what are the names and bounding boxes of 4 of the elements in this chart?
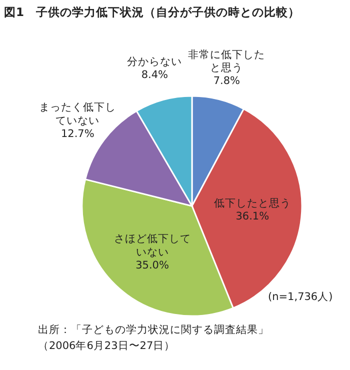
title: 図1 子供の学力低下状況（自分が子供の時との比較） bbox=[4, 5, 300, 19]
annotation: （2006年6月23日〜27日） bbox=[38, 340, 176, 352]
annotation: (n=1,736人) bbox=[268, 291, 333, 303]
annotation: 出所：「子どもの学力状況に関する調査結果」 bbox=[38, 324, 269, 336]
